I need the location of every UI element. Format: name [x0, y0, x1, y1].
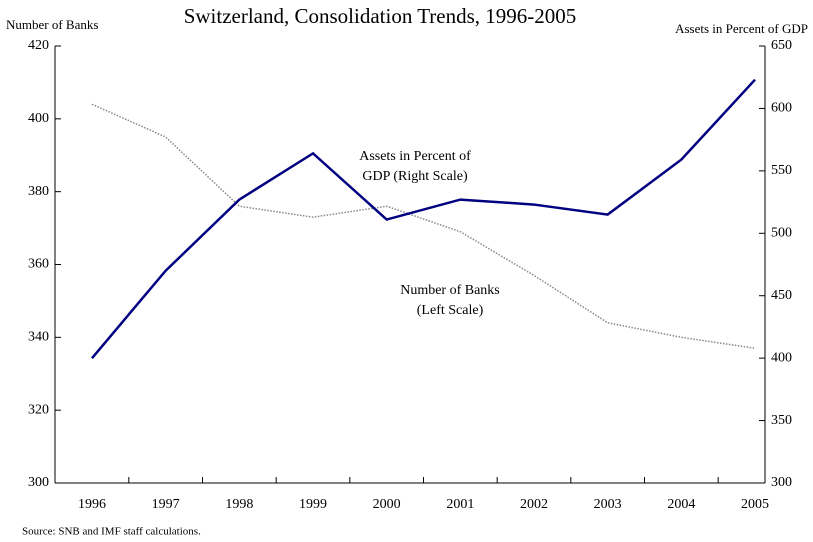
x-tick-label: 1997: [152, 497, 180, 512]
x-tick-label: 1999: [299, 497, 327, 512]
x-tick-label: 2000: [373, 497, 401, 512]
annotation: Number of Banks: [400, 283, 500, 298]
y-tick-label: 400: [28, 111, 49, 126]
y2-tick-label: 400: [771, 350, 792, 365]
y-tick-label: 300: [28, 475, 49, 490]
annotation: Assets in Percent of: [359, 149, 471, 164]
y-tick-label: 420: [28, 38, 49, 53]
y2-axis-label: Assets in Percent of GDP: [675, 21, 808, 36]
x-tick-label: 2001: [446, 497, 474, 512]
x-tick-label: 2004: [667, 497, 695, 512]
y2-tick-label: 650: [771, 38, 792, 53]
y2-tick-label: 450: [771, 288, 792, 303]
annotation: (Left Scale): [417, 303, 484, 318]
series-line: [91, 78, 756, 359]
source-note: Source: SNB and IMF staff calculations.: [22, 526, 201, 538]
x-tick-label: 2002: [520, 497, 548, 512]
x-tick-label: 2005: [741, 497, 769, 512]
y-tick-label: 340: [28, 330, 49, 345]
y-tick-label: 320: [28, 402, 49, 417]
y-tick-label: 360: [28, 257, 49, 272]
chart-title: Switzerland, Consolidation Trends, 1996-…: [184, 4, 577, 28]
x-tick-label: 1996: [78, 497, 106, 512]
y2-tick-label: 350: [771, 413, 792, 428]
y2-tick-label: 500: [771, 226, 792, 241]
series-line: [91, 103, 756, 349]
y2-tick-label: 300: [771, 475, 792, 490]
y2-tick-label: 600: [771, 101, 792, 116]
y-axis-label: Number of Banks: [6, 17, 98, 32]
y2-tick-label: 550: [771, 163, 792, 178]
annotation: GDP (Right Scale): [362, 169, 468, 184]
y-tick-label: 380: [28, 184, 49, 199]
x-tick-label: 1998: [225, 497, 253, 512]
x-tick-label: 2003: [594, 497, 622, 512]
